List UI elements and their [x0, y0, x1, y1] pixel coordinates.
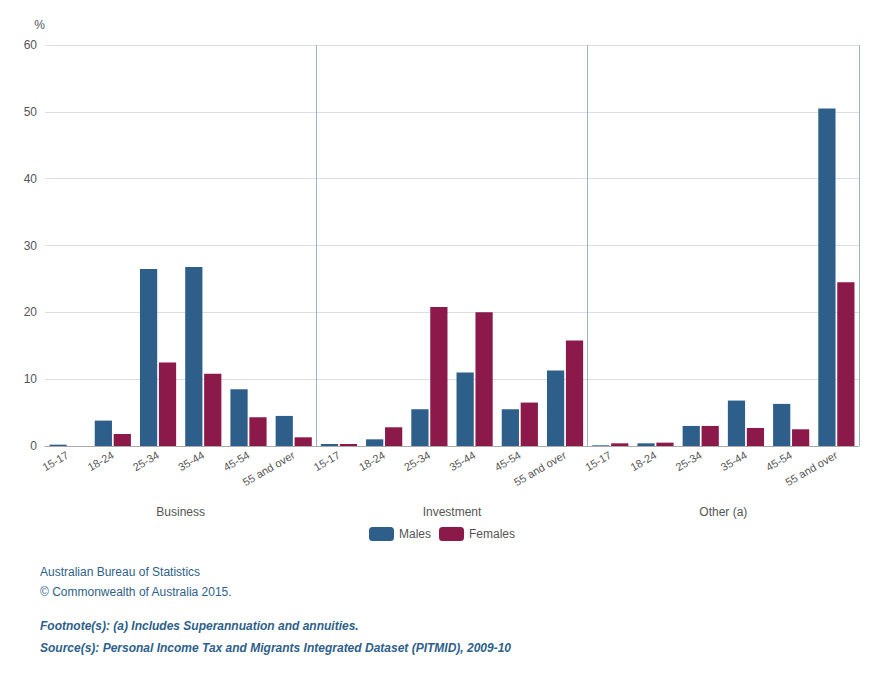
svg-text:45-54: 45-54 — [764, 449, 794, 473]
svg-text:45-54: 45-54 — [492, 449, 522, 473]
svg-text:18-24: 18-24 — [357, 449, 387, 473]
svg-text:50: 50 — [24, 105, 38, 119]
svg-text:%: % — [34, 18, 45, 32]
svg-text:Business: Business — [156, 505, 205, 519]
svg-text:60: 60 — [24, 38, 38, 52]
svg-text:45-54: 45-54 — [221, 449, 251, 473]
svg-text:15-17: 15-17 — [312, 449, 342, 473]
svg-text:0: 0 — [30, 439, 37, 453]
svg-text:40: 40 — [24, 172, 38, 186]
svg-text:55 and over: 55 and over — [240, 449, 297, 489]
svg-text:18-24: 18-24 — [85, 449, 115, 473]
svg-text:Footnote(s): (a) Includes Supe: Footnote(s): (a) Includes Superannuation… — [40, 619, 359, 633]
svg-text:55 and over: 55 and over — [783, 449, 840, 489]
svg-text:35-44: 35-44 — [176, 449, 206, 473]
svg-text:25-34: 25-34 — [673, 449, 703, 473]
svg-text:25-34: 25-34 — [131, 449, 161, 473]
svg-text:Females: Females — [469, 527, 515, 541]
svg-text:25-34: 25-34 — [402, 449, 432, 473]
svg-text:15-17: 15-17 — [40, 449, 70, 473]
svg-text:Investment: Investment — [423, 505, 482, 519]
svg-text:© Commonwealth of Australia 20: © Commonwealth of Australia 2015. — [40, 585, 232, 599]
svg-text:30: 30 — [24, 239, 38, 253]
svg-text:Source(s): Personal Income Tax: Source(s): Personal Income Tax and Migra… — [40, 641, 511, 655]
svg-text:35-44: 35-44 — [447, 449, 477, 473]
svg-text:15-17: 15-17 — [583, 449, 613, 473]
svg-text:Other (a): Other (a) — [699, 505, 747, 519]
svg-text:20: 20 — [24, 305, 38, 319]
svg-text:35-44: 35-44 — [719, 449, 749, 473]
svg-text:55 and over: 55 and over — [512, 449, 569, 489]
svg-text:Australian Bureau of Statistic: Australian Bureau of Statistics — [40, 565, 200, 579]
svg-text:Males: Males — [399, 527, 431, 541]
svg-text:18-24: 18-24 — [628, 449, 658, 473]
svg-text:10: 10 — [24, 372, 38, 386]
